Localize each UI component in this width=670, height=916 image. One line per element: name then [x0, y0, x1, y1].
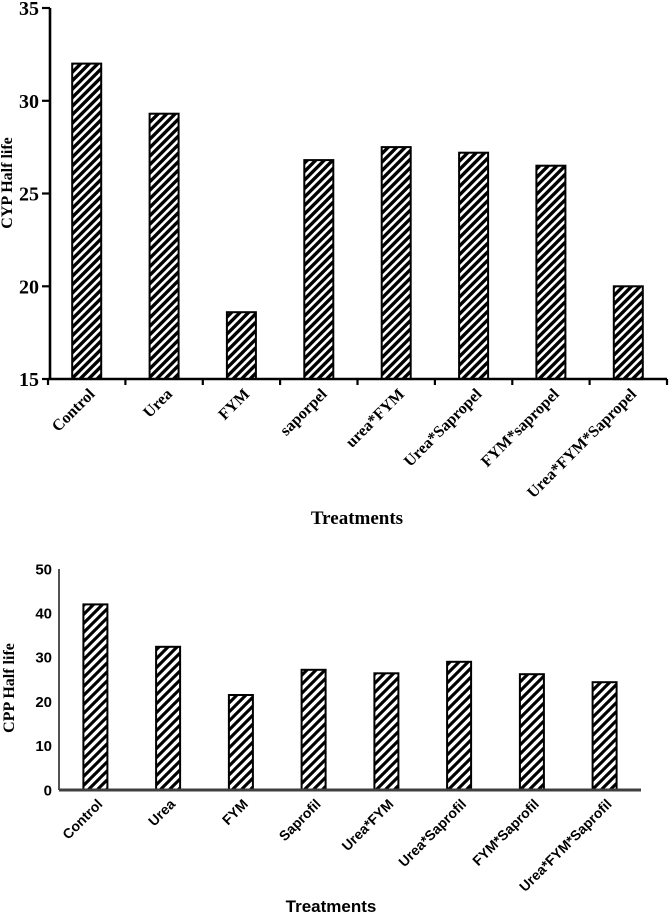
x-axis-title: Treatments [286, 897, 377, 916]
bar [458, 151, 490, 380]
bar [380, 146, 412, 380]
category-label: Urea*Sapropel [401, 385, 486, 470]
y-tick-label: 30 [35, 650, 52, 667]
category-label: FYM [215, 386, 253, 424]
y-tick-label: 25 [19, 184, 39, 206]
bar [518, 673, 545, 791]
y-axis-title: CYP Half life [0, 137, 16, 229]
bar [535, 164, 567, 380]
bar [612, 285, 644, 381]
category-label: Control [59, 796, 106, 843]
y-tick-label: 50 [35, 561, 52, 578]
cpp-half-life-chart: Control Urea FYM Saprofil Urea*FYMUrea*Sapro… [1, 561, 641, 916]
bar [148, 112, 180, 380]
category-label: FYM*sapropel [478, 385, 563, 470]
y-tick-label: 10 [35, 738, 52, 755]
y-tick-label: 30 [19, 91, 39, 113]
bar [82, 603, 109, 792]
y-tick-label: 0 [44, 782, 52, 799]
bar [591, 681, 618, 791]
category-label: FYM*Saprofil [469, 796, 542, 869]
bar [225, 311, 257, 381]
bar [155, 645, 182, 791]
category-label: Urea*FYM [338, 796, 396, 854]
y-tick-label: 15 [19, 369, 39, 391]
category-label: Control [49, 385, 99, 435]
y-tick-label: 35 [19, 0, 39, 20]
y-tick-label: 20 [19, 276, 39, 298]
category-label: FYM [219, 796, 251, 828]
category-label: Urea*Saprofil [395, 796, 469, 870]
y-tick-label: 40 [35, 605, 52, 622]
category-label: Urea [145, 796, 178, 829]
bar [227, 694, 254, 791]
category-label: Saprofil [276, 796, 324, 844]
bar [446, 660, 473, 791]
y-tick-label: 20 [35, 694, 52, 711]
bar [373, 672, 400, 791]
bar [303, 159, 335, 380]
category-label: urea*FYM [343, 386, 408, 451]
category-label: Urea [140, 386, 176, 422]
x-axis-title: Treatments [311, 508, 403, 529]
cyp-half-life-chart: Control Urea FYM saporpel urea*FYMUrea*Sapro… [0, 0, 669, 529]
y-axis-title: CPP Half life [1, 643, 18, 733]
bar [300, 668, 327, 791]
bar [71, 62, 103, 380]
category-label: saporpel [277, 385, 331, 439]
